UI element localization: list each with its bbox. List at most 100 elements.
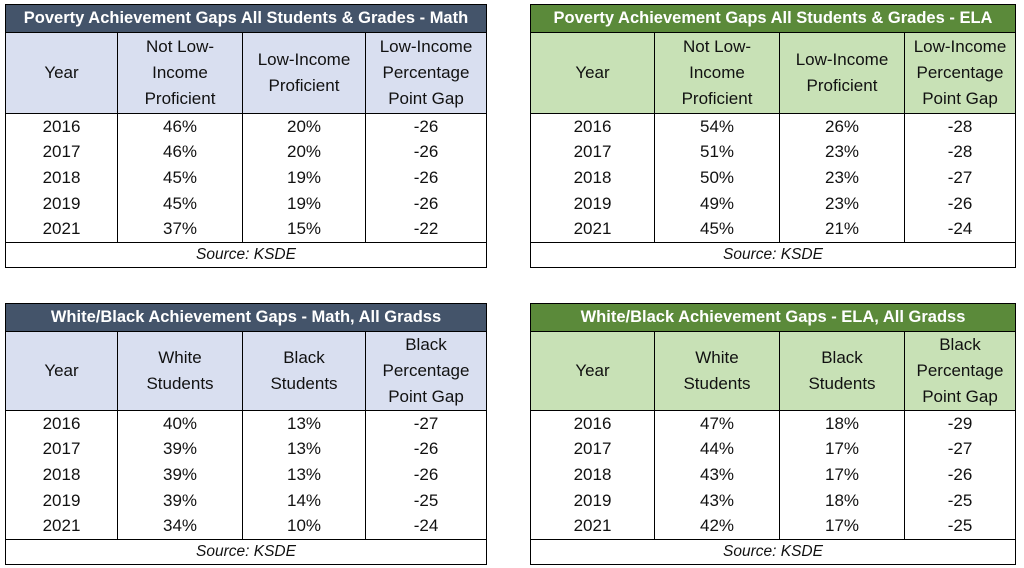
table-row: 2019 39% 14% -25 [6, 487, 486, 514]
table-row: 2017 44% 17% -27 [531, 436, 1015, 463]
table-cell: 51% [655, 139, 780, 166]
table-cell: -26 [413, 464, 439, 484]
table-cell: -25 [413, 490, 439, 510]
table-cell: -22 [413, 219, 439, 239]
table-cell: 39% [118, 487, 243, 514]
table-cell: 2017 [531, 436, 655, 463]
table-cell: -26 [413, 116, 439, 136]
table-cell: 19% [243, 190, 366, 217]
column-header: Not Low- Income Proficient [118, 33, 243, 113]
table-cell: -25 [947, 516, 973, 536]
table-cell: 2021 [6, 513, 118, 539]
table-cell: 17% [780, 513, 905, 539]
table-cell: -26 [413, 439, 439, 459]
column-header: Year [6, 332, 118, 410]
table-cell: 2016 [6, 114, 118, 140]
table-cell: -27 [947, 439, 973, 459]
table-cell: 23% [780, 139, 905, 166]
table-cell: 2016 [531, 114, 655, 140]
table-cell: 17% [780, 462, 905, 488]
table-row: 2021 34% 10% -24 [6, 513, 486, 539]
table-cell: 17% [780, 436, 905, 463]
table-cell: 23% [780, 190, 905, 217]
table-row: 2021 37% 15% -22 [6, 216, 486, 242]
column-header: Low-Income Proficient [780, 33, 905, 113]
table-title: White/Black Achievement Gaps - Math, All… [6, 304, 486, 332]
table-cell: 43% [655, 487, 780, 514]
table-cell: 37% [118, 216, 243, 242]
table-cell: 2016 [6, 411, 118, 437]
table-cell: 50% [655, 165, 780, 191]
column-header: Year [531, 33, 655, 113]
column-header: Year [6, 33, 118, 113]
column-header: Year [531, 332, 655, 410]
column-header: White Students [655, 332, 780, 410]
table-row: 2018 45% 19% -26 [6, 165, 486, 191]
table-cell: -24 [947, 219, 973, 239]
column-header: Low-Income Proficient [243, 33, 366, 113]
table-header-row: Year White Students Black Students Black Pe… [6, 332, 486, 411]
table-row: 2019 43% 18% -25 [531, 487, 1015, 514]
table-row: 2016 40% 13% -27 [6, 411, 486, 437]
table-cell: 2017 [6, 436, 118, 463]
column-header: Low-Income Percentage Point Gap [913, 37, 1007, 108]
table-cell: -26 [947, 193, 973, 213]
table-row: 2018 39% 13% -26 [6, 462, 486, 488]
column-header: Black Students [780, 332, 905, 410]
table-row: 2017 39% 13% -26 [6, 436, 486, 463]
table-row: 2017 51% 23% -28 [531, 139, 1015, 166]
table-cell: -26 [947, 464, 973, 484]
column-header: Black Percentage Point Gap [382, 335, 470, 406]
source-note: Source: KSDE [196, 542, 296, 560]
table-cell: 54% [655, 114, 780, 140]
table-row: 2016 47% 18% -29 [531, 411, 1015, 437]
table-cell: 2019 [6, 487, 118, 514]
source-note: Source: KSDE [723, 542, 823, 560]
table-cell: 21% [780, 216, 905, 242]
math-poverty-table: Poverty Achievement Gaps All Students & … [5, 4, 487, 268]
table-cell: 18% [780, 411, 905, 437]
table-header-row: Year Not Low- Income Proficient Low-Income… [531, 33, 1015, 114]
ela-poverty-table: Poverty Achievement Gaps All Students & … [530, 4, 1016, 268]
table-cell: 2019 [531, 487, 655, 514]
table-cell: 39% [118, 436, 243, 463]
table-cell: 2019 [6, 190, 118, 217]
table-cell: 43% [655, 462, 780, 488]
table-cell: 23% [780, 165, 905, 191]
table-cell: 14% [243, 487, 366, 514]
table-header-row: Year Not Low- Income Proficient Low-Income… [6, 33, 486, 114]
table-cell: 45% [118, 190, 243, 217]
column-header: Not Low- Income Proficient [655, 33, 780, 113]
table-cell: 19% [243, 165, 366, 191]
table-cell: 45% [118, 165, 243, 191]
table-cell: 20% [243, 114, 366, 140]
table-cell: -26 [413, 142, 439, 162]
table-cell: -29 [947, 413, 973, 433]
source-note: Source: KSDE [196, 245, 296, 263]
table-cell: 2021 [531, 216, 655, 242]
table-cell: 13% [243, 436, 366, 463]
table-cell: 26% [780, 114, 905, 140]
table-cell: -27 [413, 413, 439, 433]
table-row: 2021 42% 17% -25 [531, 513, 1015, 539]
table-cell: 2018 [6, 165, 118, 191]
source-note: Source: KSDE [723, 245, 823, 263]
math-white-black-table: White/Black Achievement Gaps - Math, All… [5, 303, 487, 565]
table-cell: 2018 [531, 165, 655, 191]
table-cell: -28 [947, 116, 973, 136]
table-cell: -26 [413, 167, 439, 187]
table-cell: 15% [243, 216, 366, 242]
table-cell: 44% [655, 436, 780, 463]
table-cell: 46% [118, 114, 243, 140]
table-cell: 10% [243, 513, 366, 539]
table-cell: 42% [655, 513, 780, 539]
table-title: Poverty Achievement Gaps All Students & … [531, 5, 1015, 33]
table-row: 2016 46% 20% -26 [6, 114, 486, 140]
table-cell: 47% [655, 411, 780, 437]
column-header: White Students [118, 332, 243, 410]
table-row: 2017 46% 20% -26 [6, 139, 486, 166]
table-row: 2021 45% 21% -24 [531, 216, 1015, 242]
table-body: 2016 54% 26% -28 2017 51% 23% -28 2018 50% 23% -27 2… [531, 114, 1015, 243]
table-cell: 2021 [531, 513, 655, 539]
table-body: 2016 47% 18% -29 2017 44% 17% -27 2018 43% 17% -26 2… [531, 411, 1015, 540]
